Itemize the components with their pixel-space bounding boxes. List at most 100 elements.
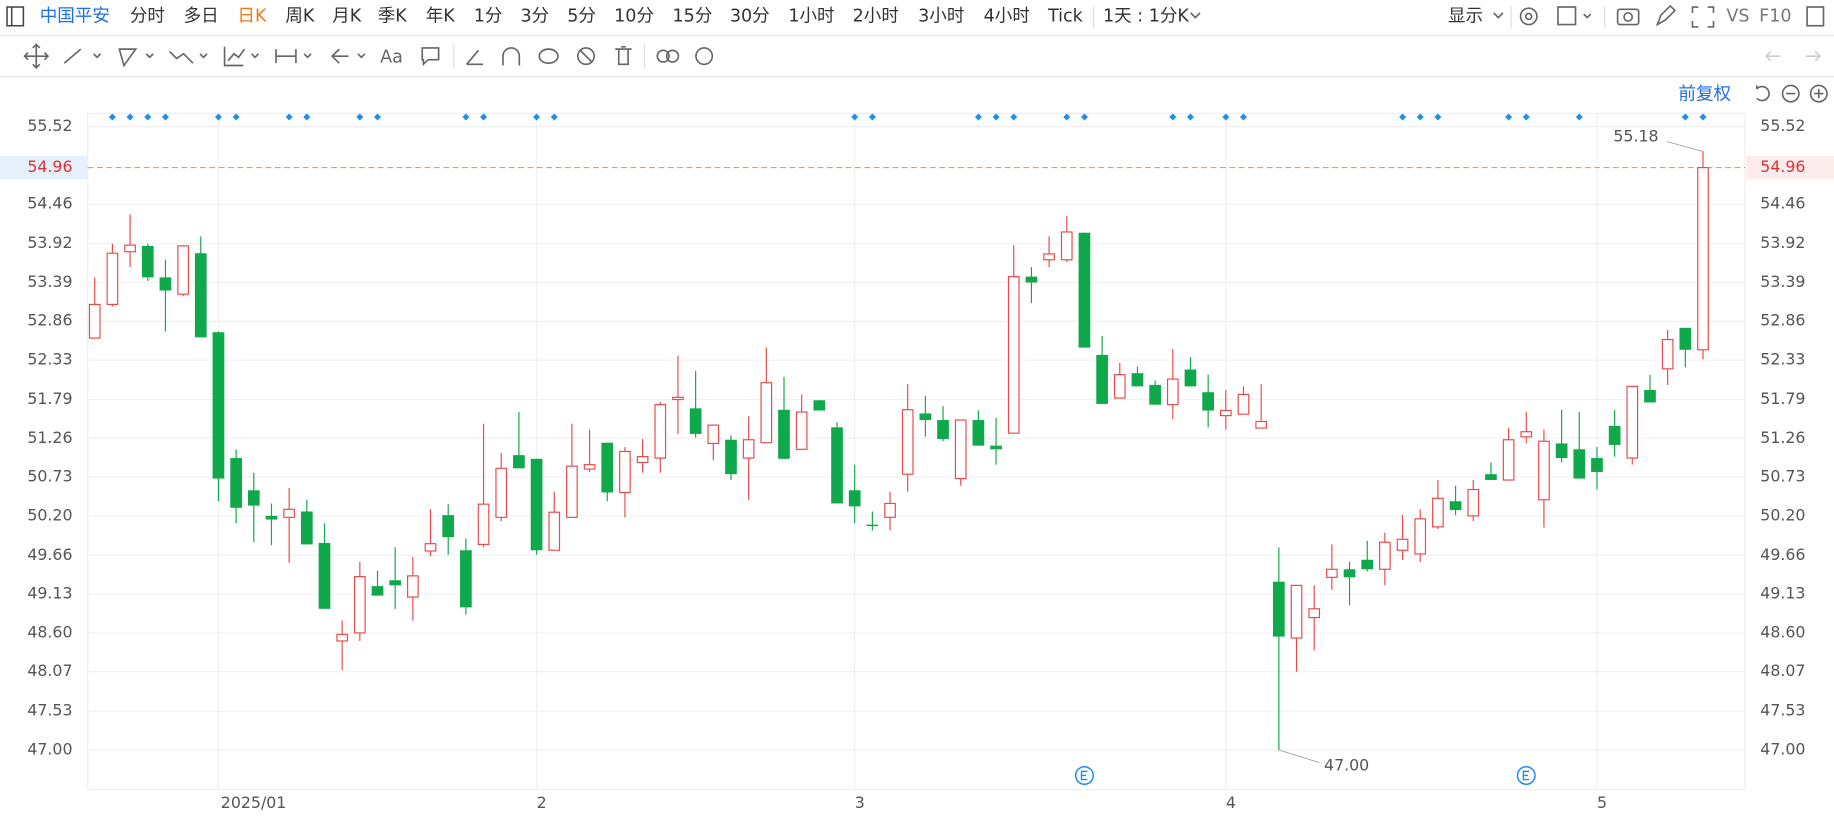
candle-body [689, 408, 702, 434]
sidebar-toggle[interactable] [6, 6, 25, 27]
candle-body [583, 464, 596, 470]
period-tab[interactable]: 3小时 [918, 6, 964, 26]
line-tool[interactable] [63, 48, 82, 64]
period-tab[interactable]: 30分 [730, 6, 770, 26]
event-marker[interactable] [1575, 113, 1583, 121]
note-tool[interactable] [421, 47, 440, 67]
candle-body [1149, 384, 1161, 405]
candle-body [672, 396, 684, 401]
candle-body [1555, 443, 1568, 459]
candle-body [141, 245, 154, 278]
dropdown-arrow [199, 53, 208, 59]
event-marker[interactable] [161, 113, 169, 121]
zoom-out[interactable] [1781, 84, 1800, 103]
adjust-mode[interactable]: 前复权 [1678, 85, 1731, 105]
wave-tool[interactable] [169, 50, 194, 64]
hide-tool[interactable] [576, 47, 595, 66]
y-tick-label-right: 54.46 [1760, 194, 1805, 213]
event-marker[interactable] [1010, 113, 1018, 121]
redo[interactable] [1805, 50, 1822, 62]
period-tab[interactable]: 多日 [184, 6, 219, 26]
earnings-marker[interactable] [1074, 765, 1094, 786]
panel-toggle[interactable] [1806, 6, 1825, 27]
dropdown-arrow [250, 53, 260, 59]
event-marker[interactable] [480, 113, 488, 121]
period-tab[interactable]: 季K [378, 6, 408, 26]
earnings-glyph [1522, 770, 1530, 781]
event-marker[interactable] [462, 113, 470, 121]
period-tab[interactable]: 年K [426, 6, 456, 26]
screenshot-icon[interactable] [1616, 8, 1640, 26]
period-tab[interactable]: 日K [237, 6, 267, 26]
candle-body [1396, 538, 1409, 551]
candle-body [389, 580, 402, 586]
period-tab[interactable]: 分时 [130, 6, 165, 26]
last-price-label-right: 54.96 [1760, 157, 1805, 176]
eye-tool[interactable] [538, 48, 559, 64]
period-tab[interactable]: 10分 [614, 6, 654, 26]
display-menu[interactable]: 显示 [1448, 6, 1483, 26]
event-marker[interactable] [868, 113, 876, 121]
draw-settings[interactable] [695, 47, 714, 66]
period-tab[interactable]: 4小时 [984, 6, 1030, 26]
event-marker[interactable] [214, 113, 222, 121]
shape-tool[interactable] [118, 48, 138, 68]
event-marker[interactable] [108, 113, 116, 121]
draw-icon[interactable] [1655, 4, 1677, 27]
period-tab[interactable]: 3分 [520, 6, 549, 26]
period-tab[interactable]: 1分 [474, 6, 503, 26]
event-marker[interactable] [1434, 113, 1442, 121]
vs-button[interactable]: VS [1726, 6, 1749, 26]
candle-body [336, 633, 349, 642]
candle-body [1237, 393, 1250, 415]
annotation-leader [1278, 749, 1320, 764]
fib-tool[interactable] [223, 46, 246, 67]
earnings-marker[interactable] [1516, 765, 1536, 786]
period-tab[interactable]: 周K [285, 6, 315, 26]
measure-tool[interactable] [275, 49, 297, 64]
undo[interactable] [1765, 50, 1781, 62]
event-marker[interactable] [1699, 113, 1707, 121]
period-tab[interactable]: 月K [332, 6, 362, 26]
event-marker[interactable] [992, 113, 1000, 121]
event-marker[interactable] [1080, 113, 1088, 121]
event-marker[interactable] [232, 113, 240, 121]
period-tab[interactable]: 1小时 [788, 6, 834, 26]
period-tab[interactable]: 5分 [567, 6, 596, 26]
move-tool[interactable] [23, 43, 50, 69]
arrow-tool[interactable] [331, 48, 349, 64]
y-tick-label: 49.13 [27, 584, 72, 603]
event-marker[interactable] [1416, 113, 1424, 121]
y-tick-label: 50.20 [27, 505, 72, 524]
layout-icon[interactable] [1557, 6, 1577, 26]
reset-zoom[interactable] [1755, 85, 1770, 102]
interval-selector[interactable]: 1天 : 1分K [1103, 6, 1189, 26]
text-tool[interactable]: Aa [380, 47, 403, 67]
fullscreen-icon[interactable] [1691, 6, 1715, 28]
settings-icon-core [1524, 12, 1533, 21]
f10-button[interactable]: F10 [1759, 6, 1791, 26]
stock-name[interactable]: 中国平安 [40, 6, 110, 26]
period-tab[interactable]: 2小时 [853, 6, 899, 26]
event-marker[interactable] [1222, 113, 1230, 121]
delete-tool[interactable] [615, 45, 632, 66]
event-marker[interactable] [303, 113, 311, 121]
compare-tool[interactable] [656, 49, 670, 63]
event-marker[interactable] [851, 113, 859, 121]
event-marker[interactable] [356, 113, 364, 121]
event-marker[interactable] [1522, 113, 1530, 121]
event-marker[interactable] [1169, 113, 1177, 121]
event-marker[interactable] [533, 113, 541, 121]
angle-tool[interactable] [466, 49, 484, 66]
zoom-in[interactable] [1809, 84, 1828, 103]
last-price-bg-left [0, 155, 88, 180]
period-tab[interactable]: Tick [1047, 6, 1084, 26]
period-tab[interactable]: 15分 [673, 6, 713, 26]
settings-icon[interactable] [1519, 7, 1538, 26]
y-tick-label-right: 49.13 [1760, 584, 1805, 603]
event-marker[interactable] [1681, 113, 1689, 121]
event-marker[interactable] [1063, 113, 1071, 121]
magnet-tool[interactable] [502, 47, 521, 66]
candle-body [353, 576, 366, 634]
y-tick-label-right: 55.52 [1760, 116, 1805, 135]
